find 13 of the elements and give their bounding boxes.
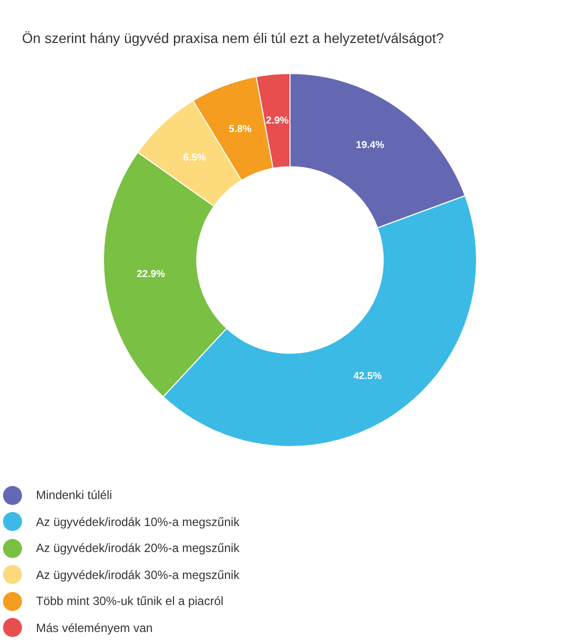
data-label: 19.4%: [356, 140, 384, 152]
legend-label: Az ügyvédek/irodák 20%-a megszűnik: [36, 541, 240, 556]
data-label: 22.9%: [136, 269, 166, 280]
data-label: 2.9%: [266, 115, 289, 126]
legend-label: Az ügyvédek/irodák 10%-a megszűnik: [36, 514, 240, 529]
legend-label: Az ügyvédek/irodák 30%-a megszűnik: [36, 568, 240, 582]
data-label: 42.5%: [353, 371, 382, 382]
data-label: 5.8%: [228, 124, 252, 136]
chart-title: Ön szerint hány ügyvéd praxisa nem éli túl ezt a helyzetet/válságot?: [22, 30, 444, 46]
legend-label: Mindenki túléli: [36, 488, 112, 502]
data-label: 6.5%: [183, 152, 206, 164]
legend-label: Több mint 30%-uk tűnik el a piacról: [36, 594, 224, 608]
legend-label: Más véleményem van: [36, 620, 153, 635]
